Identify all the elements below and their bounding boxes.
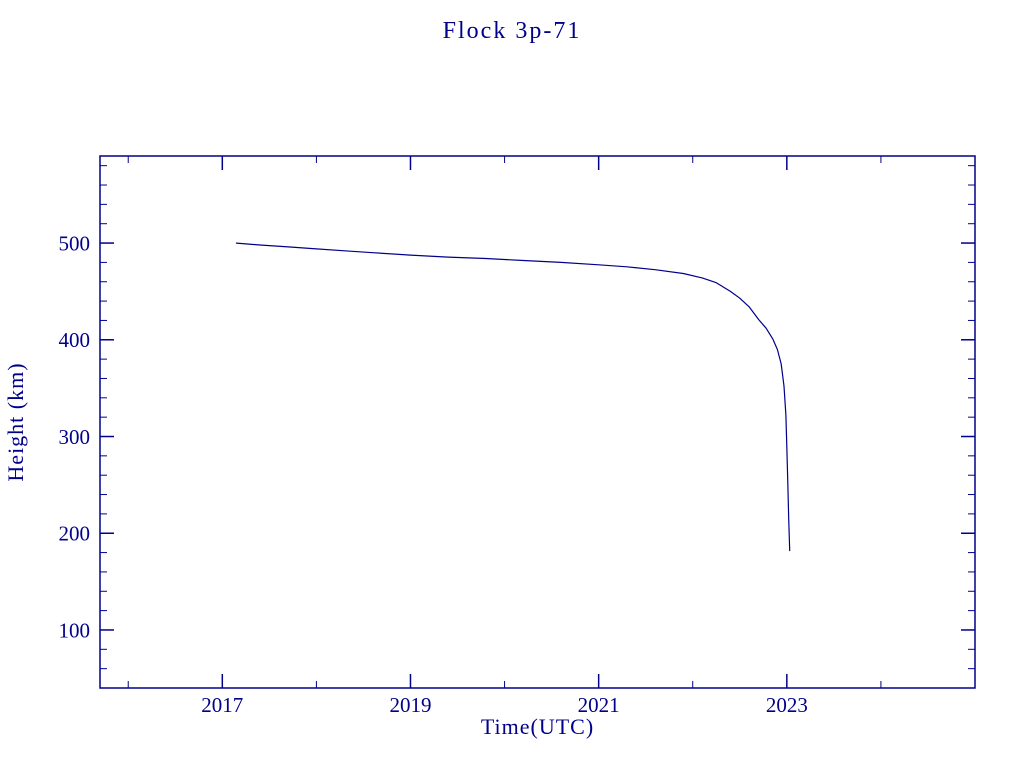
chart-title: Flock 3p-71 bbox=[442, 18, 582, 44]
x-tick-label: 2017 bbox=[201, 693, 243, 717]
y-tick-label: 300 bbox=[59, 425, 91, 449]
x-tick-label: 2019 bbox=[389, 693, 431, 717]
y-tick-label: 100 bbox=[59, 618, 91, 642]
plot-frame bbox=[99, 155, 976, 689]
x-tick-label: 2021 bbox=[578, 693, 620, 717]
data-line bbox=[235, 242, 791, 552]
x-axis-label: Time(UTC) bbox=[480, 714, 595, 739]
y-tick-label: 200 bbox=[59, 522, 91, 546]
x-tick-label: 2023 bbox=[766, 693, 808, 717]
y-axis-label: Height (km) bbox=[3, 362, 28, 482]
y-tick-label: 500 bbox=[59, 231, 91, 255]
y-tick-label: 400 bbox=[59, 328, 91, 352]
